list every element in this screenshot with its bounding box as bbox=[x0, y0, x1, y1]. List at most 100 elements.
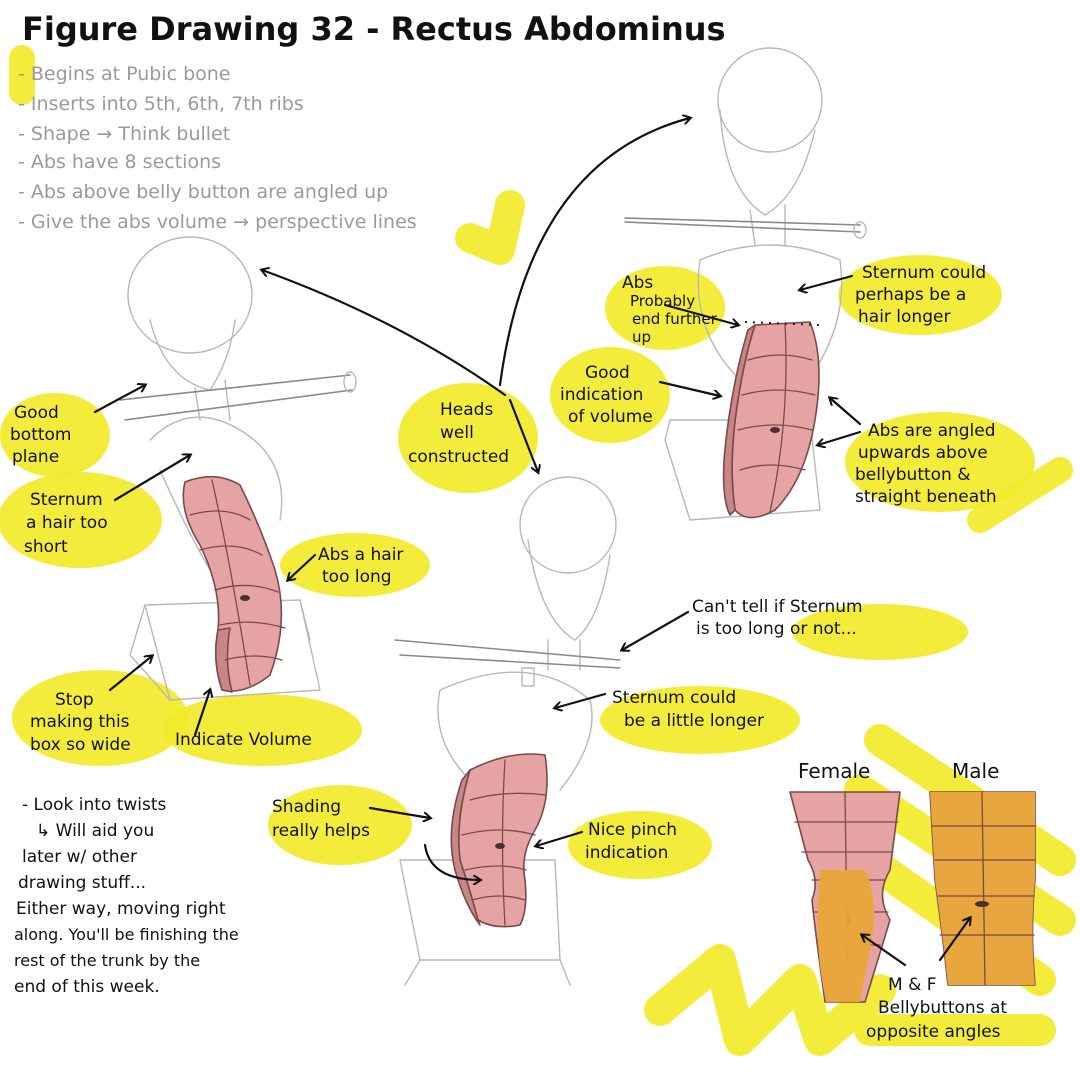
figure-left-neck bbox=[194, 379, 231, 421]
note-cant-tell-1: Can't tell if Sternum bbox=[692, 597, 863, 617]
figure-center-abs-lines bbox=[461, 759, 546, 926]
note-abs-long-1: Abs a hair bbox=[318, 545, 403, 565]
note-shading-2: really helps bbox=[272, 821, 370, 841]
arrow-abs-probably bbox=[663, 303, 738, 325]
note-abs-angled-4: straight beneath bbox=[855, 487, 997, 507]
highlight-check bbox=[455, 190, 525, 265]
figure-top-right-head bbox=[717, 47, 823, 153]
closing-line-6: along. You'll be finishing the bbox=[14, 925, 239, 944]
arrows bbox=[93, 118, 970, 967]
figure-left-bellybutton bbox=[240, 595, 250, 601]
closing-line-2: ↳ Will aid you bbox=[36, 821, 154, 841]
figure-center bbox=[394, 476, 621, 986]
closing-line-1: - Look into twists bbox=[22, 795, 167, 815]
note-nice-pinch-1: Nice pinch bbox=[588, 820, 677, 840]
highlight-indicate-volume bbox=[162, 694, 362, 766]
highlight-abs-angled-tail bbox=[967, 457, 1073, 533]
note-sternum-hair-3: hair longer bbox=[858, 307, 950, 327]
note-stop-box-2: making this bbox=[30, 712, 130, 732]
closing-note: - Look into twists ↳ Will aid you later … bbox=[14, 795, 239, 997]
figure-center-shoulders bbox=[394, 639, 621, 669]
note-sternum-little-1: Sternum could bbox=[612, 688, 736, 708]
arrow-sternum-little bbox=[555, 692, 607, 708]
annotations: Good bottom plane Sternum a hair too sho… bbox=[10, 263, 1007, 1042]
page-title: Figure Drawing 32 - Rectus Abdominus bbox=[22, 10, 726, 48]
male-abs-lines bbox=[931, 791, 1036, 986]
figure-top-right bbox=[624, 47, 867, 521]
figure-left-abs-lines bbox=[189, 479, 286, 686]
note-sternum-short-1: Sternum bbox=[30, 490, 103, 510]
note-abs-probably-3: end further bbox=[632, 310, 718, 328]
highlight-abs-angled bbox=[845, 412, 1035, 512]
figure-top-right-abs-lines bbox=[737, 322, 816, 513]
note-sternum-little-2: be a little longer bbox=[624, 711, 764, 731]
arrow-heads-topright bbox=[498, 118, 690, 387]
arrow-nice-pinch bbox=[536, 830, 584, 846]
note-stop-box-1: Stop bbox=[55, 690, 94, 710]
highlight-good-bottom bbox=[0, 393, 110, 477]
note-nice-pinch-2: indication bbox=[585, 843, 668, 863]
arrow-abs-long bbox=[288, 553, 317, 580]
figure-top-right-shoulder-end bbox=[853, 221, 867, 239]
note-3: - Shape → Think bullet bbox=[18, 123, 230, 145]
arrow-indicate-volume bbox=[193, 690, 210, 737]
note-abs-probably-1: Abs bbox=[622, 273, 653, 293]
closing-line-4: drawing stuff... bbox=[18, 873, 146, 893]
female-overlay bbox=[817, 870, 874, 1002]
arrow-abs-angled-down bbox=[818, 430, 862, 445]
arrow-abs-angled-up bbox=[830, 398, 862, 426]
note-sternum-hair-1: Sternum could bbox=[862, 263, 986, 283]
closing-line-3: later w/ other bbox=[22, 847, 137, 867]
highlights bbox=[0, 45, 1076, 1056]
note-shading-1: Shading bbox=[272, 797, 341, 817]
note-good-volume-1: Good bbox=[585, 363, 630, 383]
arrow-sternum-short bbox=[113, 455, 190, 502]
figure-top-right-shoulders bbox=[624, 217, 861, 233]
note-4: - Abs have 8 sections bbox=[18, 151, 221, 173]
figure-left-shoulder-end bbox=[343, 371, 357, 393]
figure-left-shoulders bbox=[119, 374, 353, 421]
figure-left-head bbox=[127, 236, 253, 354]
highlight-nice-pinch bbox=[568, 811, 712, 879]
note-2: - Inserts into 5th, 6th, 7th ribs bbox=[18, 93, 304, 115]
note-good-volume-2: indication bbox=[560, 385, 643, 405]
note-1: - Begins at Pubic bone bbox=[18, 63, 230, 85]
figure-top-right-abs-side bbox=[722, 324, 756, 516]
note-5: - Abs above belly button are angled up bbox=[18, 181, 388, 203]
note-sternum-hair-2: perhaps be a bbox=[855, 285, 966, 305]
note-good-bottom-3: plane bbox=[12, 447, 59, 467]
figure-center-bellybutton bbox=[495, 843, 505, 849]
arrow-heads-left bbox=[262, 270, 507, 397]
male-label: Male bbox=[952, 759, 999, 783]
highlight-good-volume bbox=[550, 347, 670, 443]
note-good-volume-3: of volume bbox=[568, 407, 653, 427]
male-bellybutton bbox=[975, 901, 989, 907]
note-abs-long-2: too long bbox=[322, 567, 392, 587]
highlight-heads bbox=[398, 383, 538, 493]
figure-center-abs-side bbox=[450, 769, 481, 926]
note-abs-angled-3: bellybutton & bbox=[855, 465, 971, 485]
note-good-bottom-2: bottom bbox=[10, 425, 71, 445]
figure-top-right-box bbox=[664, 419, 821, 521]
arrow-cant-tell bbox=[622, 610, 690, 650]
highlight-shading bbox=[268, 785, 412, 865]
note-good-bottom-1: Good bbox=[14, 403, 59, 423]
closing-line-5: Either way, moving right bbox=[16, 899, 226, 919]
arrow-heads-center bbox=[508, 398, 538, 472]
highlight-abs-long bbox=[280, 533, 430, 597]
arrow-good-bottom bbox=[93, 385, 145, 414]
note-abs-probably-4: up bbox=[632, 328, 651, 346]
figure-top-right-bellybutton bbox=[770, 427, 780, 433]
note-bellybuttons-2: Bellybuttons at bbox=[878, 998, 1007, 1018]
note-sternum-short-2: a hair too bbox=[26, 513, 108, 533]
female-label: Female bbox=[798, 759, 870, 783]
closing-line-7: rest of the trunk by the bbox=[14, 951, 200, 970]
arrow-sternum-hair bbox=[800, 274, 854, 290]
note-6: - Give the abs volume → perspective line… bbox=[18, 211, 417, 233]
note-heads-3: constructed bbox=[408, 447, 509, 467]
figure-top-right-face bbox=[719, 109, 816, 216]
figure-center-face bbox=[527, 539, 611, 641]
arrow-stop-box bbox=[108, 656, 152, 692]
notes-list: - Begins at Pubic bone - Inserts into 5t… bbox=[18, 63, 417, 233]
